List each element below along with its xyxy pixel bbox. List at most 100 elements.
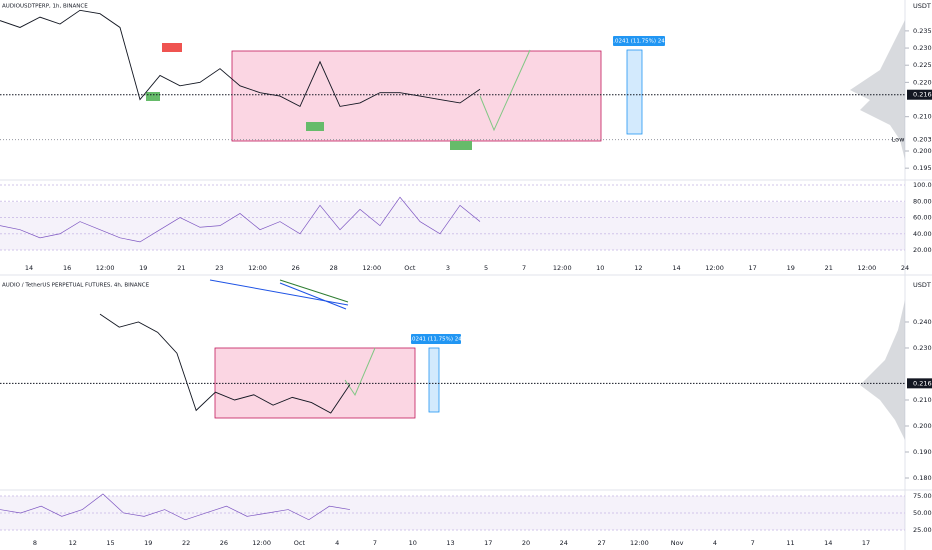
x-tick-label: 12 bbox=[69, 539, 77, 547]
y-tick-label: 0.1950 bbox=[913, 164, 932, 172]
measure-tag bbox=[411, 334, 461, 344]
x-tick-label: 14 bbox=[25, 264, 33, 272]
x-tick-label: 26 bbox=[220, 539, 228, 547]
volume-profile bbox=[860, 300, 905, 440]
measure-label: 0.0241 (11.75%) 241 bbox=[407, 337, 466, 343]
low-value: 0.2033 bbox=[913, 136, 932, 144]
rsi-line bbox=[0, 493, 351, 521]
x-tick-label: 28 bbox=[330, 264, 338, 272]
chart-title: AUDIO / TetherUS PERPETUAL FUTURES, 4h, … bbox=[2, 283, 150, 289]
x-tick-label: Nov bbox=[671, 539, 684, 547]
x-tick-label: 23 bbox=[215, 264, 223, 272]
x-tick-label: 12:00 bbox=[858, 264, 877, 272]
rsi-band bbox=[0, 202, 905, 250]
x-tick-label: 26 bbox=[291, 264, 299, 272]
x-tick-label: 12:00 bbox=[630, 539, 649, 547]
rsi-tick-label: 25.00 bbox=[913, 526, 932, 534]
x-tick-label: 12:00 bbox=[248, 264, 267, 272]
last-price-label: 0.2164 bbox=[913, 379, 932, 387]
chart-title: AUDIOUSDTPERP, 1h, BINANCE bbox=[2, 4, 88, 10]
x-tick-label: 21 bbox=[825, 264, 833, 272]
price-line bbox=[99, 313, 351, 414]
signal-tag bbox=[146, 92, 160, 101]
x-tick-label: 10 bbox=[409, 539, 417, 547]
rsi-tick-label: 40.00 bbox=[913, 230, 932, 238]
projection bbox=[479, 49, 531, 132]
drawing-line bbox=[279, 279, 349, 303]
low-label: Low bbox=[892, 136, 905, 144]
x-tick-label: 12 bbox=[634, 264, 642, 272]
rsi-tick-label: 50.00 bbox=[913, 509, 932, 517]
signal-tag bbox=[306, 122, 324, 131]
signal-tag bbox=[450, 141, 472, 150]
x-tick-label: 12:00 bbox=[705, 264, 724, 272]
x-tick-label: 27 bbox=[597, 539, 605, 547]
x-tick-label: 20 bbox=[522, 539, 530, 547]
x-tick-label: 4 bbox=[713, 539, 717, 547]
rsi-tick-label: 75.00 bbox=[913, 492, 932, 500]
x-tick-label: 24 bbox=[560, 539, 568, 547]
x-tick-label: 7 bbox=[751, 539, 755, 547]
rsi-tick-label: 100.00 bbox=[913, 181, 932, 189]
x-tick-label: 17 bbox=[749, 264, 757, 272]
x-tick-label: 17 bbox=[862, 539, 870, 547]
last-price-label: 0.2164 bbox=[913, 91, 932, 99]
x-tick-label: 14 bbox=[672, 264, 680, 272]
x-tick-label: 15 bbox=[106, 539, 114, 547]
measure-box bbox=[428, 347, 440, 413]
x-tick-label: 14 bbox=[824, 539, 832, 547]
x-tick-label: 5 bbox=[484, 264, 488, 272]
x-tick-label: 3 bbox=[446, 264, 450, 272]
rsi-line bbox=[0, 196, 481, 243]
x-tick-label: 12:00 bbox=[252, 539, 271, 547]
measure-box bbox=[626, 49, 643, 135]
x-tick-label: 7 bbox=[522, 264, 526, 272]
x-tick-label: Oct bbox=[294, 539, 306, 547]
x-tick-label: 21 bbox=[177, 264, 185, 272]
signal-tag bbox=[162, 43, 182, 52]
measure-tag bbox=[613, 36, 665, 46]
x-tick-label: 22 bbox=[182, 539, 190, 547]
drawing-line bbox=[279, 282, 347, 310]
x-tick-label: 24 bbox=[901, 264, 909, 272]
rsi-tick-label: 80.00 bbox=[913, 197, 932, 205]
last-price-tag bbox=[907, 89, 932, 100]
x-tick-label: 7 bbox=[373, 539, 377, 547]
x-tick-label: 17 bbox=[484, 539, 492, 547]
axis-unit: USDT bbox=[913, 281, 931, 289]
measure-label: 0.0241 (11.75%) 241 bbox=[610, 39, 669, 45]
x-tick-label: 8 bbox=[33, 539, 37, 547]
range-box bbox=[231, 50, 602, 142]
rsi-tick-label: 20.00 bbox=[913, 246, 932, 254]
x-tick-label: 16 bbox=[63, 264, 71, 272]
price-line bbox=[0, 9, 481, 108]
y-tick-label: 0.1800 bbox=[913, 474, 932, 482]
rsi-tick-label: 60.00 bbox=[913, 214, 932, 222]
projection bbox=[344, 347, 376, 397]
x-tick-label: 4 bbox=[335, 539, 339, 547]
x-tick-label: 19 bbox=[144, 539, 152, 547]
x-tick-label: 11 bbox=[786, 539, 794, 547]
x-tick-label: 12:00 bbox=[553, 264, 572, 272]
last-price-tag bbox=[907, 378, 932, 389]
volume-profile bbox=[850, 20, 905, 160]
x-tick-label: 19 bbox=[787, 264, 795, 272]
x-tick-label: Oct bbox=[404, 264, 416, 272]
x-tick-label: 12:00 bbox=[362, 264, 381, 272]
axis-unit: USDT bbox=[913, 2, 931, 10]
x-tick-label: 10 bbox=[596, 264, 604, 272]
x-tick-label: 12:00 bbox=[96, 264, 115, 272]
x-tick-label: 13 bbox=[446, 539, 454, 547]
